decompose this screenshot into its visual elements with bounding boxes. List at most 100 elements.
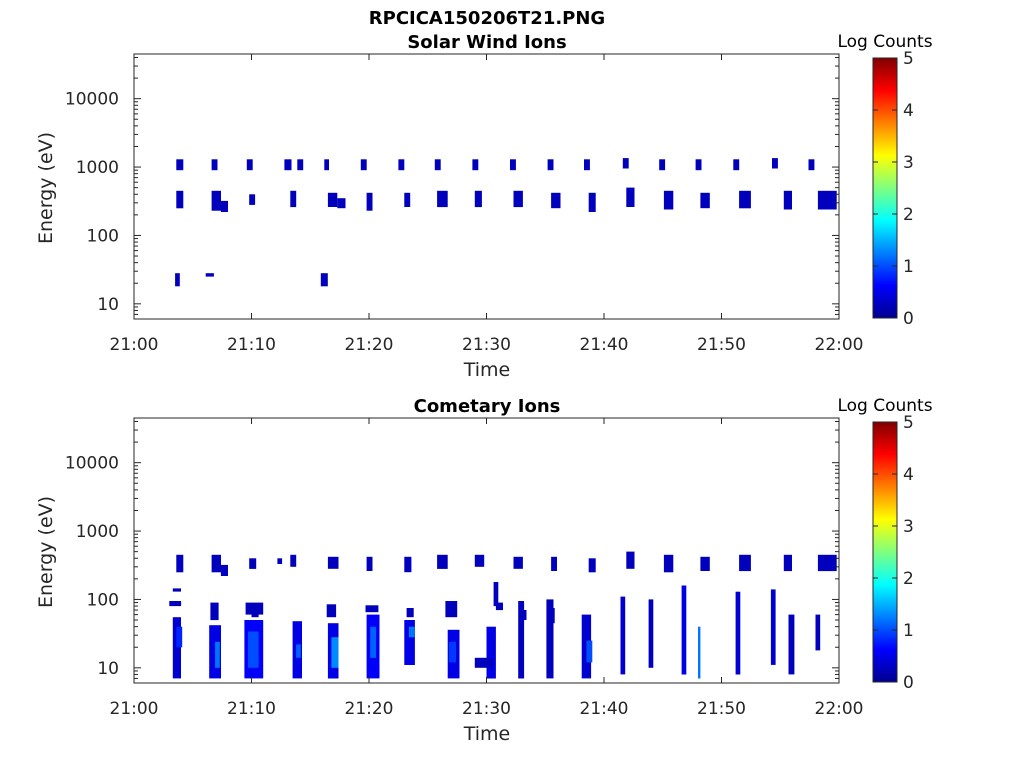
x-tick-label: 22:00 <box>815 699 864 719</box>
x-tick-label: 21:00 <box>110 335 159 355</box>
colorbar-tick-label: 3 <box>903 517 914 537</box>
heatmap-cell <box>783 554 792 572</box>
heatmap-cell <box>327 192 338 207</box>
heatmap-cell <box>788 614 795 675</box>
heatmap-cell <box>249 558 257 569</box>
heatmap-cell <box>337 198 346 209</box>
heatmap-cell <box>404 556 412 573</box>
y-tick-label: 10000 <box>65 90 119 110</box>
heatmap-cell <box>493 582 499 607</box>
panel-solar-wind: Solar Wind Ions 21:00 21:10 21:20 21:30 21:4… <box>35 32 933 381</box>
heatmap-cell <box>445 601 458 618</box>
heatmap-cell <box>251 610 259 618</box>
heatmap-cells <box>175 158 837 287</box>
heatmap-cell <box>648 599 654 668</box>
y-tick-label: 100 <box>87 590 119 610</box>
x-tick-label: 21:50 <box>697 699 746 719</box>
heatmap-cell <box>783 190 792 210</box>
colorbar: Log Counts 0 1 2 3 4 5 <box>837 396 932 693</box>
colorbar-tick-label: 2 <box>903 569 914 589</box>
colorbar-tick-label: 3 <box>903 153 914 173</box>
heatmap-cell <box>215 641 220 668</box>
colorbar-tick-label: 1 <box>903 257 914 277</box>
heatmap-cell <box>817 554 837 572</box>
x-axis-label: Time <box>463 359 511 381</box>
heatmap-cell <box>365 605 379 613</box>
y-axis-label: Energy (eV) <box>35 496 57 608</box>
heatmap-cell <box>437 554 448 569</box>
heatmap-cell <box>172 588 181 592</box>
heatmap-cell <box>551 556 557 571</box>
heatmap-cell <box>284 159 292 171</box>
x-tick-label: 21:20 <box>345 335 394 355</box>
x-tick-label: 21:40 <box>580 699 629 719</box>
heatmap-cell <box>551 192 561 209</box>
heatmap-cell <box>520 610 527 620</box>
x-tick-label: 21:20 <box>345 699 394 719</box>
heatmap-cell <box>772 158 778 169</box>
heatmap-cell <box>211 554 221 573</box>
x-tick-label: 21:00 <box>110 699 159 719</box>
x-tick-label: 21:10 <box>227 335 276 355</box>
colorbar: Log Counts 0 1 2 3 4 5 <box>837 32 932 329</box>
heatmap-cell <box>513 556 523 569</box>
heatmap-cell <box>474 190 482 208</box>
heatmap-cell <box>486 626 496 679</box>
x-axis-label: Time <box>463 723 511 745</box>
panel-title: Solar Wind Ions <box>407 32 566 53</box>
colorbar-tick-label: 0 <box>903 309 914 329</box>
colorbar-ticks: 0 1 2 3 4 5 <box>873 49 914 329</box>
y-tick-label: 1000 <box>76 522 119 542</box>
plot-area <box>134 54 839 319</box>
heatmap-cell <box>735 591 741 675</box>
heatmap-cell <box>474 657 493 668</box>
heatmap-cell <box>360 159 367 171</box>
heatmap-cell <box>622 158 629 169</box>
heatmap-cell <box>326 604 337 618</box>
heatmap-cell <box>700 192 710 209</box>
heatmap-cell <box>172 617 181 679</box>
heatmap-cell <box>663 554 674 573</box>
heatmap-cell <box>700 556 710 571</box>
heatmap-cell <box>331 637 339 668</box>
panel-title: Cometary Ions <box>414 396 561 417</box>
heatmap-cell <box>586 640 593 663</box>
heatmap-cell <box>547 159 554 171</box>
heatmap-cell <box>370 626 377 658</box>
x-tick-label: 21:50 <box>697 335 746 355</box>
heatmap-cell <box>176 626 183 648</box>
heatmap-cell <box>698 626 701 679</box>
x-tick-label: 21:10 <box>227 699 276 719</box>
heatmap-cell <box>246 159 253 171</box>
heatmap-cell <box>518 601 525 679</box>
heatmap-cell <box>366 192 373 211</box>
heatmap-cell <box>733 159 740 171</box>
heatmap-cell <box>588 192 596 212</box>
heatmap-cells <box>169 551 837 679</box>
colorbar-tick-label: 0 <box>903 673 914 693</box>
colorbar-tick-label: 4 <box>903 465 914 485</box>
heatmap-cell <box>290 190 297 208</box>
heatmap-cell <box>210 602 219 621</box>
heatmap-cell <box>248 631 259 668</box>
heatmap-cell <box>739 190 751 209</box>
colorbar-label: Log Counts <box>837 32 932 52</box>
x-tick-label: 21:40 <box>580 335 629 355</box>
heatmap-cell <box>510 159 516 171</box>
y-tick-label: 10 <box>97 659 119 679</box>
heatmap-cell <box>620 596 626 675</box>
colorbar-tick-label: 4 <box>903 101 914 121</box>
heatmap-cell <box>474 554 485 567</box>
colorbar-tick-label: 2 <box>903 205 914 225</box>
heatmap-cell <box>220 564 228 576</box>
heatmap-cell <box>175 273 180 287</box>
heatmap-cell <box>406 608 414 618</box>
y-axis-label: Energy (eV) <box>35 132 57 244</box>
heatmap-cell <box>770 589 776 665</box>
panel-cometary: Cometary Ions 21:00 21:10 21:20 21:30 21:40 2… <box>35 396 933 745</box>
heatmap-cell <box>211 159 218 171</box>
heatmap-cell <box>695 159 702 171</box>
axes: 21:00 21:10 21:20 21:30 21:40 21:50 22:00 10 100… <box>65 54 864 355</box>
heatmap-cell <box>249 194 256 205</box>
colorbar-tick-label: 5 <box>903 49 914 69</box>
